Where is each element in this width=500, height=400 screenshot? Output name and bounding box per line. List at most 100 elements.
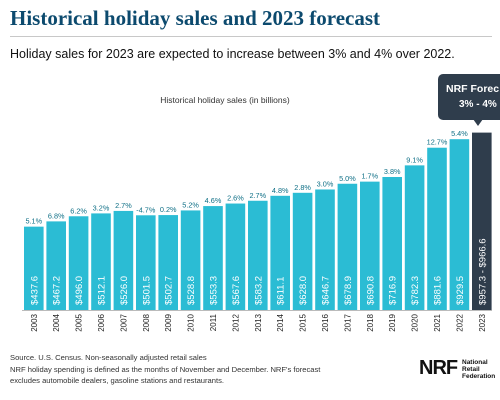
growth-label-2005: 6.2% bbox=[70, 206, 87, 215]
growth-label-2012: 2.6% bbox=[227, 194, 244, 203]
value-label-2009: $502.7 bbox=[164, 276, 175, 305]
logo-line-1: National bbox=[462, 359, 488, 366]
chart-title: Historical holiday sales (in billions) bbox=[160, 95, 290, 105]
bar-2008 bbox=[136, 215, 156, 310]
growth-label-2016: 3.0% bbox=[317, 179, 334, 188]
value-label-2019: $716.9 bbox=[388, 276, 399, 305]
bar-2013 bbox=[248, 200, 268, 310]
growth-label-2006: 3.2% bbox=[93, 203, 110, 212]
value-label-2017: $678.9 bbox=[343, 276, 354, 305]
growth-label-2014: 4.8% bbox=[272, 186, 289, 195]
value-label-2005: $496.0 bbox=[74, 276, 85, 305]
growth-label-2004: 6.8% bbox=[48, 211, 65, 220]
bar-2019 bbox=[382, 176, 402, 310]
page-title: Historical holiday sales and 2023 foreca… bbox=[10, 6, 381, 30]
x-tick-2011: 2011 bbox=[209, 313, 218, 331]
bar-2018 bbox=[360, 181, 380, 310]
forecast-callout-range: 3% - 4% bbox=[459, 99, 497, 110]
x-tick-2009: 2009 bbox=[164, 313, 173, 331]
x-tick-2021: 2021 bbox=[433, 313, 442, 331]
value-label-2013: $583.2 bbox=[253, 276, 264, 305]
bar-2022 bbox=[449, 139, 470, 310]
value-label-2008: $501.5 bbox=[141, 276, 152, 305]
growth-label-2007: 2.7% bbox=[115, 201, 132, 210]
x-tick-2015: 2015 bbox=[299, 313, 308, 331]
x-tick-2008: 2008 bbox=[142, 313, 151, 331]
growth-label-2003: 5.1% bbox=[25, 217, 42, 226]
bar-2009 bbox=[158, 215, 178, 310]
growth-label-2022: 5.4% bbox=[451, 129, 468, 138]
bar-2011 bbox=[203, 206, 223, 310]
x-tick-2022: 2022 bbox=[455, 313, 464, 331]
x-tick-2020: 2020 bbox=[411, 313, 420, 331]
bar-2021 bbox=[427, 147, 447, 310]
growth-label-2010: 5.2% bbox=[182, 200, 199, 209]
forecast-callout-title: NRF Forec bbox=[446, 83, 500, 95]
value-label-2007: $526.0 bbox=[119, 276, 130, 305]
x-tick-2004: 2004 bbox=[52, 313, 61, 331]
value-label-2003: $437.6 bbox=[29, 276, 40, 305]
value-label-2016: $646.7 bbox=[321, 276, 332, 305]
bar-2003 bbox=[24, 226, 44, 310]
x-tick-2017: 2017 bbox=[343, 313, 352, 331]
bar-2004 bbox=[46, 221, 66, 310]
nrf-logo-text: National Retail Federation bbox=[462, 359, 495, 381]
x-tick-2010: 2010 bbox=[187, 313, 196, 331]
value-label-2010: $528.8 bbox=[186, 276, 197, 305]
value-label-2018: $690.8 bbox=[365, 276, 376, 305]
bar-2006 bbox=[91, 213, 111, 310]
page-subtitle: Holiday sales for 2023 are expected to i… bbox=[10, 47, 455, 61]
x-tick-2013: 2013 bbox=[254, 313, 263, 331]
bar-2020 bbox=[404, 165, 425, 310]
x-tick-2005: 2005 bbox=[75, 313, 84, 331]
x-tick-2023: 2023 bbox=[478, 313, 487, 331]
forecast-callout: NRF Forec 3% - 4% bbox=[438, 74, 500, 120]
growth-label-2008: -4.7% bbox=[136, 205, 156, 214]
value-label-2015: $628.0 bbox=[298, 276, 309, 305]
x-tick-2014: 2014 bbox=[276, 313, 285, 331]
x-tick-2016: 2016 bbox=[321, 313, 330, 331]
value-label-2022: $929.5 bbox=[455, 276, 466, 305]
bar-2012 bbox=[225, 203, 246, 310]
growth-label-2013: 2.7% bbox=[249, 191, 266, 200]
value-label-2006: $512.1 bbox=[97, 276, 108, 305]
x-tick-2018: 2018 bbox=[366, 313, 375, 331]
x-tick-2012: 2012 bbox=[231, 313, 240, 331]
value-label-2021: $881.6 bbox=[433, 276, 444, 305]
forecast-callout-pointer bbox=[473, 119, 483, 126]
footnote-definition-2: excludes automobile dealers, gasoline st… bbox=[10, 376, 225, 385]
growth-label-2021: 12.7% bbox=[427, 138, 448, 147]
value-label-2011: $553.3 bbox=[209, 276, 220, 305]
value-label-2004: $467.2 bbox=[52, 276, 63, 305]
value-label-2014: $611.1 bbox=[276, 277, 287, 305]
value-label-2020: $782.3 bbox=[410, 276, 421, 305]
value-label-2023: $957.3 - $966.6 bbox=[477, 238, 488, 305]
footnote-definition-1: NRF holiday spending is defined as the m… bbox=[10, 365, 321, 374]
x-tick-2019: 2019 bbox=[388, 313, 397, 331]
footnote-source: Source. U.S. Census. Non-seasonally adju… bbox=[10, 353, 207, 362]
growth-label-2009: 0.2% bbox=[160, 205, 177, 214]
bar-2016 bbox=[315, 189, 335, 310]
bar-2007 bbox=[113, 210, 134, 310]
nrf-logo: NRF bbox=[419, 357, 458, 379]
logo-line-2: Retail bbox=[462, 366, 480, 374]
x-tick-2003: 2003 bbox=[30, 313, 39, 331]
growth-label-2020: 9.1% bbox=[406, 155, 423, 164]
value-label-2012: $567.6 bbox=[231, 276, 242, 305]
bar-2023 bbox=[472, 132, 492, 310]
growth-label-2018: 1.7% bbox=[361, 172, 378, 181]
bar-2014 bbox=[270, 195, 290, 310]
growth-label-2019: 3.8% bbox=[384, 167, 401, 176]
bar-2005 bbox=[68, 216, 89, 310]
x-tick-2006: 2006 bbox=[97, 313, 106, 331]
bar-2010 bbox=[180, 210, 201, 310]
bar-2015 bbox=[292, 192, 313, 310]
growth-label-2015: 2.8% bbox=[294, 183, 311, 192]
title-divider bbox=[10, 36, 492, 37]
growth-label-2011: 4.6% bbox=[205, 196, 222, 205]
x-tick-2007: 2007 bbox=[119, 313, 128, 331]
bar-2017 bbox=[337, 183, 358, 310]
logo-line-3: Federation bbox=[462, 373, 496, 381]
growth-label-2017: 5.0% bbox=[339, 174, 356, 183]
